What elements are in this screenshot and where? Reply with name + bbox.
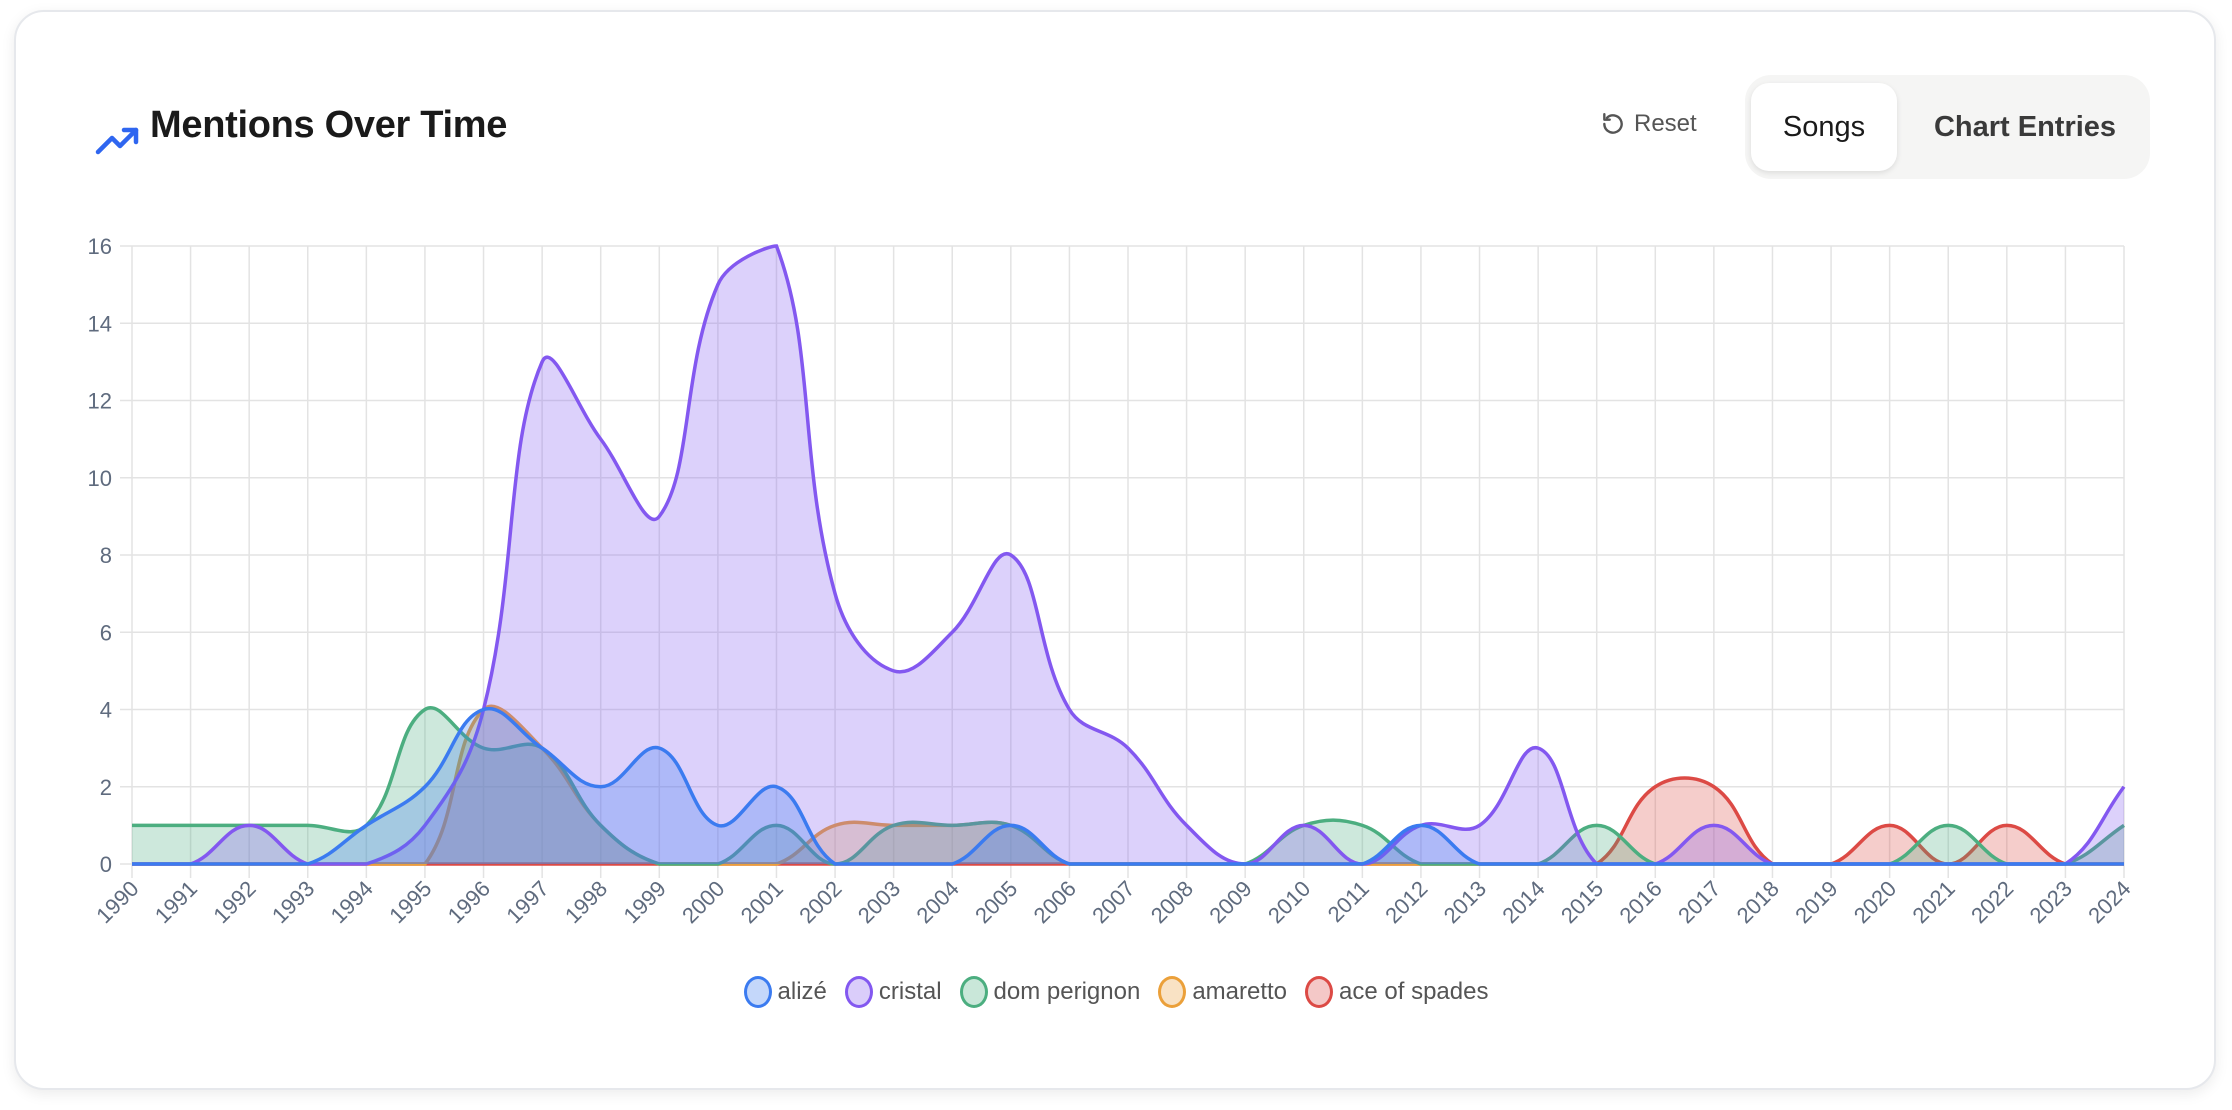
- legend-label: dom perignon: [993, 978, 1141, 1005]
- legend-item[interactable]: cristal: [844, 976, 942, 1008]
- x-tick-label: 1991: [150, 876, 202, 928]
- legend-swatch: [1158, 976, 1187, 1008]
- legend-item[interactable]: alizé: [743, 976, 827, 1008]
- x-tick-label: 2019: [1790, 876, 1842, 928]
- x-tick-label: 2018: [1732, 876, 1784, 928]
- legend-label: ace of spades: [1339, 978, 1489, 1005]
- x-tick-label: 2015: [1556, 876, 1608, 928]
- x-tick-label: 1997: [501, 876, 553, 928]
- x-tick-label: 1992: [208, 876, 260, 928]
- y-tick-label: 14: [88, 311, 112, 336]
- area-fill-amaretto: [132, 706, 2124, 864]
- chart-legend: alizé cristal dom perignon amaretto ace of s…: [0, 976, 2232, 1008]
- x-tick-label: 2007: [1087, 876, 1139, 928]
- x-tick-label: 2002: [794, 876, 846, 928]
- x-tick-label: 2021: [1907, 876, 1959, 928]
- legend-label: amaretto: [1192, 978, 1288, 1005]
- legend-swatch: [743, 976, 772, 1008]
- x-tick-label: 2020: [1849, 876, 1901, 928]
- x-tick-label: 2011: [1323, 876, 1374, 927]
- view-toggle: Songs Chart Entries: [1745, 75, 2150, 179]
- reset-icon: [1603, 113, 1623, 134]
- toggle-chart-entries[interactable]: Chart Entries: [1933, 110, 2117, 143]
- x-tick-label: 1996: [443, 876, 495, 928]
- y-tick-label: 6: [100, 620, 112, 645]
- y-tick-label: 10: [88, 466, 112, 491]
- reset-button[interactable]: Reset: [1600, 110, 1697, 138]
- reset-label: Reset: [1634, 110, 1697, 137]
- x-tick-label: 1998: [560, 876, 612, 928]
- legend-item[interactable]: amaretto: [1158, 976, 1287, 1008]
- x-tick-label: 2003: [853, 876, 905, 928]
- legend-swatch: [844, 976, 873, 1008]
- x-tick-label: 2000: [677, 876, 729, 928]
- y-tick-label: 2: [100, 775, 112, 800]
- x-tick-label: 2017: [1673, 876, 1725, 928]
- area-fill-dom-perignon: [132, 707, 2124, 864]
- chart-card: [14, 10, 2216, 1090]
- y-tick-label: 8: [100, 543, 112, 568]
- series-line-aliz-: [131, 706, 2124, 866]
- x-tick-label: 2024: [2083, 876, 2135, 928]
- x-tick-label: 2008: [1146, 876, 1198, 928]
- trending-up-icon: [95, 127, 139, 155]
- x-tick-label: 1990: [91, 876, 143, 928]
- x-tick-label: 2013: [1439, 876, 1491, 928]
- x-tick-label: 1995: [384, 876, 436, 928]
- legend-item[interactable]: ace of spades: [1305, 976, 1488, 1008]
- x-tick-label: 2010: [1263, 876, 1315, 928]
- area-fill-cristal: [132, 246, 2124, 864]
- x-tick-label: 2023: [2025, 876, 2077, 928]
- legend-swatch: [959, 976, 988, 1008]
- x-tick-label: 2009: [1204, 876, 1256, 928]
- x-tick-label: 1994: [326, 876, 378, 928]
- page-title: Mentions Over Time: [150, 104, 508, 146]
- x-tick-label: 2012: [1380, 876, 1432, 928]
- y-tick-label: 12: [88, 389, 112, 414]
- x-tick-label: 2016: [1615, 876, 1667, 928]
- x-tick-label: 2014: [1497, 876, 1549, 928]
- y-tick-label: 16: [88, 234, 112, 259]
- legend-label: cristal: [878, 978, 942, 1005]
- y-tick-label: 4: [100, 698, 112, 723]
- legend-label: alizé: [777, 978, 827, 1005]
- x-tick-label: 1993: [267, 876, 319, 928]
- legend-swatch: [1305, 976, 1334, 1008]
- x-tick-label: 2006: [1029, 876, 1081, 928]
- toggle-songs[interactable]: Songs: [1751, 83, 1897, 171]
- area-fill-aliz-: [132, 708, 2124, 864]
- series-line-cristal: [131, 244, 2126, 866]
- x-tick-label: 2022: [1966, 876, 2018, 928]
- x-tick-label: 2005: [970, 876, 1022, 928]
- x-tick-label: 2001: [736, 876, 788, 928]
- x-tick-label: 1999: [619, 876, 671, 928]
- legend-item[interactable]: dom perignon: [959, 976, 1141, 1008]
- x-tick-label: 2004: [911, 876, 963, 928]
- y-tick-label: 0: [100, 852, 112, 877]
